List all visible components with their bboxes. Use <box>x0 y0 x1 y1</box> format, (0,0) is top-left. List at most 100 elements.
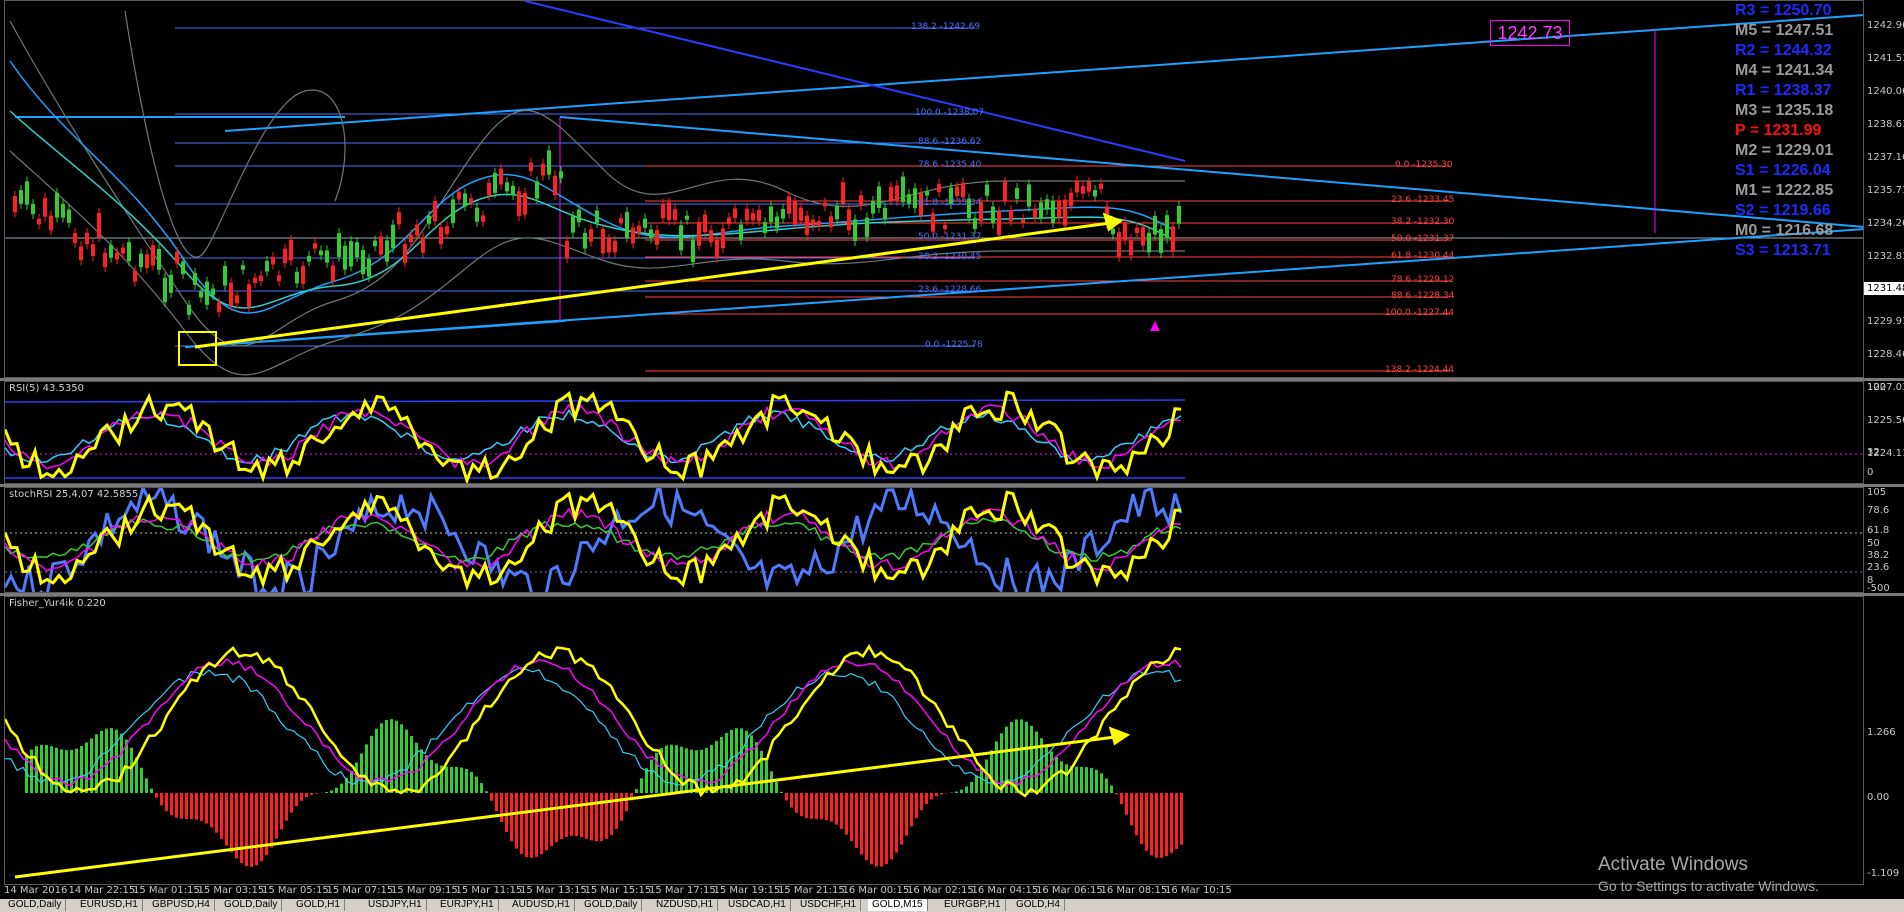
chart-tab[interactable]: GOLD,Daily <box>580 899 643 911</box>
fisher-histogram-bar <box>410 735 413 793</box>
candle-body <box>199 291 203 298</box>
chart-tab[interactable]: GBPUSD,H4 <box>148 899 215 911</box>
price-tick: 1228.46 <box>1867 349 1904 360</box>
price-tick: 1240.06 <box>1867 86 1904 97</box>
fisher-histogram-bar <box>965 786 968 793</box>
fisher-histogram-bar <box>1160 793 1163 858</box>
candle-body <box>427 215 431 224</box>
candle-body <box>877 186 881 208</box>
pane-separator[interactable] <box>0 593 1904 596</box>
fisher-histogram-bar <box>180 793 183 819</box>
chart-tab[interactable]: GOLD,H4 <box>1012 899 1065 911</box>
chart-tab[interactable]: GOLD,Daily <box>220 899 283 911</box>
time-tick: 15 Mar 15:15 <box>584 885 652 896</box>
candle-body <box>919 192 923 216</box>
fisher-histogram-bar <box>1010 721 1013 793</box>
candle-body <box>1171 226 1175 252</box>
fisher-histogram-bar <box>645 768 648 793</box>
time-axis: 14 Mar 2016 14 Mar 22:15 15 Mar 01:15 15 Ma… <box>0 885 1864 899</box>
fisher-histogram-bar <box>860 793 863 855</box>
fisher-histogram-bar <box>1075 766 1078 793</box>
chart-tab[interactable]: USDJPY,H1 <box>364 899 427 911</box>
chart-tab[interactable]: AUDUSD,H1 <box>508 899 575 911</box>
candle-body <box>769 206 773 222</box>
fisher-histogram-bar <box>525 793 528 858</box>
watermark-title: Activate Windows <box>1598 854 1748 875</box>
candle-body <box>289 239 293 261</box>
fisher-histogram-bar <box>1085 767 1088 793</box>
chart-tab[interactable]: GOLD,H1 <box>292 899 345 911</box>
fib-red-label: 100.0 -1227.44 <box>1385 308 1455 318</box>
stoch-rsi-pane[interactable]: stochRSI 25,4,07 42.5855 <box>4 487 1864 593</box>
price-tick: 1232.81 <box>1867 251 1904 262</box>
fisher-histogram-bar <box>1065 764 1068 793</box>
candle-body <box>907 194 911 204</box>
candle-body <box>1057 200 1061 218</box>
fisher-histogram-bar <box>390 719 393 793</box>
rsi-pane[interactable]: RSI(5) 43.5350 <box>4 381 1864 484</box>
candle-body <box>949 187 953 205</box>
pivot-m3: M3 = 1235.18 <box>1735 102 1834 119</box>
pane-separator[interactable] <box>0 484 1904 487</box>
chart-tab[interactable]: GOLD,Daily <box>4 899 67 911</box>
stoch-rsi-label: stochRSI 25,4,07 42.5855 <box>9 489 139 500</box>
candle-body <box>103 252 107 268</box>
time-tick: 14 Mar 22:15 <box>68 885 136 896</box>
chart-tab[interactable]: USDCHF,H1 <box>796 899 862 911</box>
main-chart-pane[interactable]: 138.2 -1242.69 100.0 -1238.07 88.6 -1236… <box>4 0 1864 378</box>
current-price-box: 1242.73 <box>1490 20 1570 46</box>
fisher-histogram-bar <box>475 776 478 793</box>
fib-blue-label: 138.2 -1242.69 <box>911 22 981 32</box>
candle-body <box>157 248 161 270</box>
candle-body <box>1051 200 1055 223</box>
fisher-histogram-bar <box>335 787 338 793</box>
fisher-histogram-bar <box>200 793 203 822</box>
chart-tab[interactable]: EURGBP,H1 <box>940 899 1006 911</box>
fisher-histogram-bar <box>80 746 83 793</box>
candle-body <box>181 261 185 275</box>
fisher-histogram-bar <box>1180 793 1183 845</box>
candle-body <box>235 295 239 304</box>
chart-tab[interactable]: USDCAD,H1 <box>724 899 791 911</box>
fisher-histogram-bar <box>885 793 888 865</box>
fisher-histogram-bar <box>895 793 898 853</box>
fisher-histogram-bar <box>575 793 578 837</box>
candle-body <box>781 209 785 219</box>
candle-body <box>937 184 941 193</box>
fisher-histogram-bar <box>875 793 878 867</box>
chart-tab[interactable]: EURJPY,H1 <box>436 899 499 911</box>
fisher-histogram-bar <box>855 793 858 848</box>
fisher-pane[interactable]: Fisher_Yur4ik 0.220 <box>4 596 1864 885</box>
fisher-histogram-bar <box>90 738 93 793</box>
pivot-r3: R3 = 1250.70 <box>1735 2 1832 19</box>
pane-separator[interactable] <box>0 378 1904 381</box>
chart-tab-bar[interactable]: GOLD,Daily EURUSD,H1 GBPUSD,H4 GOLD,Daily GO… <box>0 899 1904 912</box>
rsi-tick-32: 32 <box>1867 447 1880 458</box>
fisher-histogram-bar <box>680 746 683 793</box>
candle-body <box>589 229 593 242</box>
fib-blue-label: 0.0 -1225.78 <box>925 340 983 350</box>
chart-tab[interactable]: EURUSD,H1 <box>76 899 143 911</box>
fib-red-label: 0.0 -1235.30 <box>1395 160 1453 170</box>
time-tick: 16 Mar 00:15 <box>842 885 910 896</box>
fisher-histogram-bar <box>930 793 933 800</box>
fisher-histogram-bar <box>870 793 873 865</box>
fisher-histogram-bar <box>245 793 248 867</box>
fisher-histogram-bar <box>1005 726 1008 793</box>
rsi-tick-0: 0 <box>1867 467 1874 478</box>
candle-body <box>193 272 197 285</box>
candle-body <box>1033 208 1037 218</box>
chart-tab[interactable]: GOLD,M15 <box>868 899 928 911</box>
candle-body <box>679 225 683 251</box>
candle-body <box>1165 215 1169 239</box>
chart-tab[interactable]: NZDUSD,H1 <box>652 899 719 911</box>
fisher-histogram-bar <box>345 777 348 793</box>
candle-body <box>133 270 137 282</box>
fisher-histogram-bar <box>1015 719 1018 793</box>
candle-body <box>361 250 365 275</box>
fisher-histogram-bar <box>705 747 708 793</box>
candle-body <box>283 248 287 264</box>
candle-body <box>1009 209 1013 222</box>
candle-body <box>559 171 563 179</box>
fisher-histogram-bar <box>995 741 998 793</box>
